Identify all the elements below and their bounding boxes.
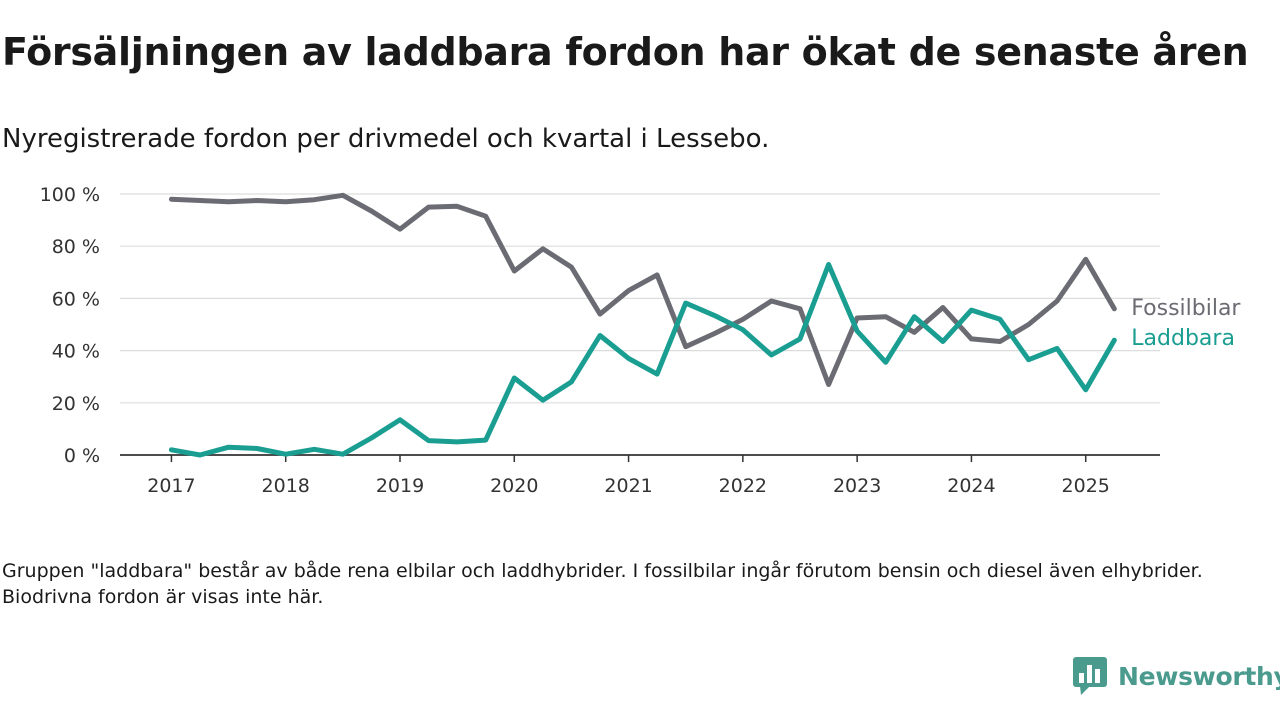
y-tick-label: 40 % [52,341,100,363]
y-tick-label: 80 % [52,236,100,258]
series-line-laddbara [168,262,1117,458]
x-tick-label: 2022 [719,475,767,497]
x-tick-label: 2023 [833,475,881,497]
y-axis-ticks: 0 % 20 % 40 % 60 % 80 % 100 % [40,184,100,467]
x-axis: 2017 2018 2019 2020 2021 2022 2023 2024 2025 [120,454,1160,497]
y-tick-label: 60 % [52,288,100,310]
series-label-fossilbilar: Fossilbilar [1131,296,1241,321]
line-chart: 0 % 20 % 40 % 60 % 80 % 100 % 2017 2018 2019 202… [40,184,1242,497]
series-lines [168,192,1117,458]
y-tick-label: 0 % [64,445,100,467]
brand-name: Newsworthy [1118,661,1280,691]
series-label-laddbara: Laddbara [1131,326,1235,351]
x-tick-label: 2019 [376,475,424,497]
y-tick-label: 100 % [40,184,100,206]
x-tick-label: 2025 [1062,475,1110,497]
footnote: Gruppen "laddbara" består av både rena e… [2,560,1203,608]
gridlines [120,193,1160,404]
series-labels: Fossilbilar Laddbara [1131,296,1241,351]
x-tick-label: 2020 [490,475,538,497]
x-tick-label: 2018 [262,475,310,497]
y-tick-label: 20 % [52,393,100,415]
x-tick-label: 2021 [604,475,652,497]
chart-title: Försäljningen av laddbara fordon har öka… [2,30,1249,74]
chart-subtitle: Nyregistrerade fordon per drivmedel och … [2,124,770,154]
chart-bubble-icon [1073,657,1107,695]
series-line-fossilbilar [168,192,1117,387]
newsworthy-logo[interactable]: Newsworthy [1072,656,1280,696]
x-tick-label: 2017 [147,475,195,497]
x-tick-label: 2024 [947,475,995,497]
